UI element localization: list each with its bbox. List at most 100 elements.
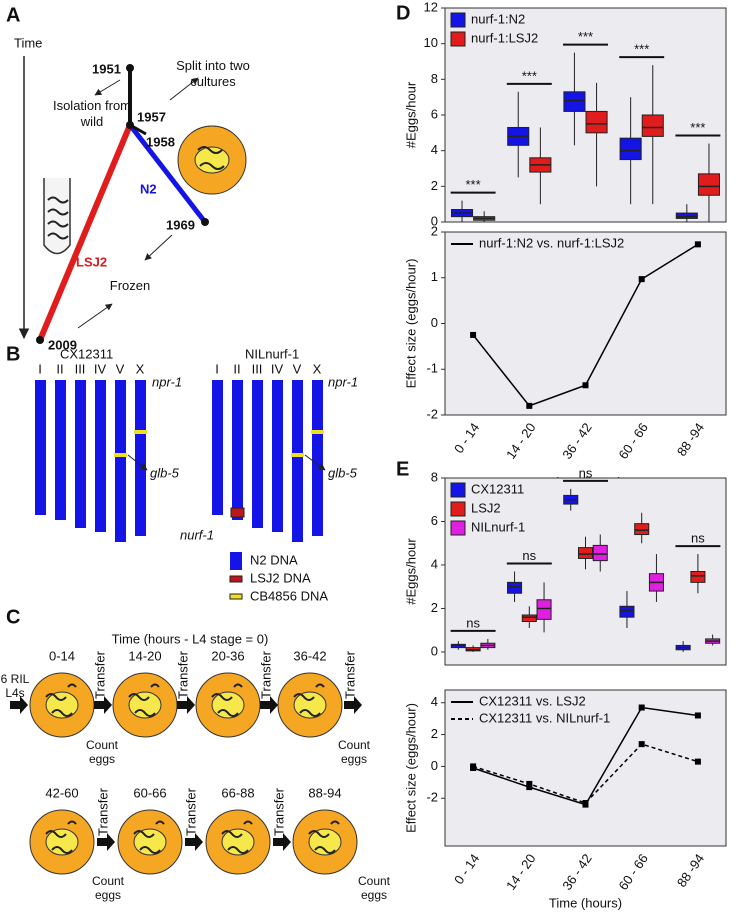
worms — [47, 196, 69, 240]
design: 0-14 14-20 20-36 36-42 42-60 60-66 66-88 88-94 T… — [10, 648, 362, 875]
year: 1951 — [92, 61, 121, 76]
gene: npr-1 — [328, 374, 358, 389]
strain-label: LSJ2 — [76, 254, 107, 269]
chromosome — [75, 380, 86, 528]
panel-label: B — [6, 343, 20, 365]
chromosome — [115, 380, 126, 542]
significance-label: ns — [691, 531, 705, 546]
chromosome-label: X — [136, 361, 145, 376]
box — [563, 91, 586, 112]
box — [641, 114, 664, 137]
transfer-label: Transfer — [342, 650, 357, 699]
chromosome — [252, 380, 263, 528]
y-tick-label: 2 — [431, 223, 438, 238]
node — [126, 121, 134, 129]
marker — [694, 241, 701, 248]
year: 1969 — [166, 217, 195, 232]
line — [472, 743, 699, 804]
marker — [638, 704, 645, 711]
y-tick-label: 6 — [431, 513, 438, 528]
y-tick-label: 2 — [431, 600, 438, 615]
cb4856-segment — [291, 453, 304, 457]
design-title: Time (hours - L4 stage = 0) — [112, 631, 269, 646]
significance-label: *** — [466, 177, 481, 192]
marker — [526, 784, 533, 791]
legend-label: nurf-1:LSJ2 — [471, 30, 538, 45]
legend-swatch — [229, 575, 243, 583]
chromosome — [35, 380, 46, 515]
marker — [470, 331, 477, 338]
marker — [526, 780, 533, 787]
x-tick-label: 60 - 66 — [615, 851, 651, 893]
legend-label: CB4856 DNA — [250, 588, 328, 603]
x-tick-label: 88 -94 — [674, 420, 707, 459]
note: Frozen — [109, 278, 151, 293]
arrow — [344, 696, 362, 714]
lsj2-branch — [37, 123, 133, 342]
strain-label: N2 — [140, 181, 157, 196]
chromosome — [272, 380, 283, 532]
arrow — [273, 833, 291, 851]
legend-swatch — [450, 482, 466, 498]
n2-branch — [128, 123, 207, 224]
y-tick-label: 4 — [431, 556, 438, 571]
transfer-label: Transfer — [271, 787, 286, 836]
x-tick-label: 60 - 66 — [615, 420, 651, 462]
y-tick-label: 0 — [431, 643, 438, 658]
food — [194, 146, 230, 174]
y-tick-label: 4 — [431, 142, 438, 157]
x-tick-label: 88 -94 — [674, 851, 707, 890]
chromosome-label: IV — [94, 361, 107, 376]
marker — [694, 712, 701, 719]
y-tick-label: 6 — [431, 106, 438, 121]
arrow — [185, 833, 203, 851]
arrow — [144, 234, 173, 261]
chromosome — [232, 380, 243, 520]
node — [201, 218, 209, 226]
plot-area — [444, 477, 727, 666]
arrow — [260, 696, 278, 714]
chromosome-label: II — [56, 361, 63, 376]
y-axis-label: #Eggs/hour — [403, 538, 418, 605]
legend-label: CX12311 — [471, 481, 524, 496]
plot-area — [444, 689, 727, 847]
y-tick-label: 0 — [431, 213, 438, 228]
marker — [470, 763, 477, 770]
y-tick-label: 10 — [424, 35, 438, 50]
year: 2009 — [48, 337, 77, 352]
box — [619, 137, 642, 161]
legend-swatch — [450, 31, 466, 47]
note: Count eggs — [85, 738, 119, 766]
box — [592, 544, 608, 562]
gene: npr-1 — [152, 374, 182, 389]
panel-label: E — [396, 458, 409, 480]
year: 1958 — [146, 134, 175, 149]
gene: glb-5 — [150, 465, 180, 480]
marker — [694, 758, 701, 765]
interval: 14-20 — [128, 648, 161, 663]
box — [690, 571, 706, 583]
arrow — [97, 833, 115, 851]
arrow — [77, 303, 113, 329]
interval: 88-94 — [308, 785, 341, 800]
legend-swatch — [450, 520, 466, 536]
legend-swatch — [229, 593, 243, 600]
marker — [526, 402, 533, 409]
worms — [128, 683, 160, 717]
significance-label: ns — [466, 615, 480, 630]
box — [585, 110, 608, 134]
box — [521, 614, 537, 623]
x-tick-label: 14 - 20 — [503, 420, 539, 462]
x-tick-label: 0 - 14 — [451, 420, 482, 456]
note: Count eggs — [91, 874, 125, 902]
arrow — [10, 696, 28, 714]
arrow — [169, 77, 199, 101]
transfer-label: Transfer — [95, 787, 110, 836]
significance-label: *** — [634, 42, 649, 57]
box — [577, 547, 594, 559]
transfer-label: Transfer — [258, 650, 273, 699]
chromosomes: I II III IV V X I II III IV V X — [35, 361, 324, 542]
legend-swatch — [450, 501, 466, 517]
lsj2-segment — [230, 507, 245, 518]
node — [126, 64, 134, 72]
